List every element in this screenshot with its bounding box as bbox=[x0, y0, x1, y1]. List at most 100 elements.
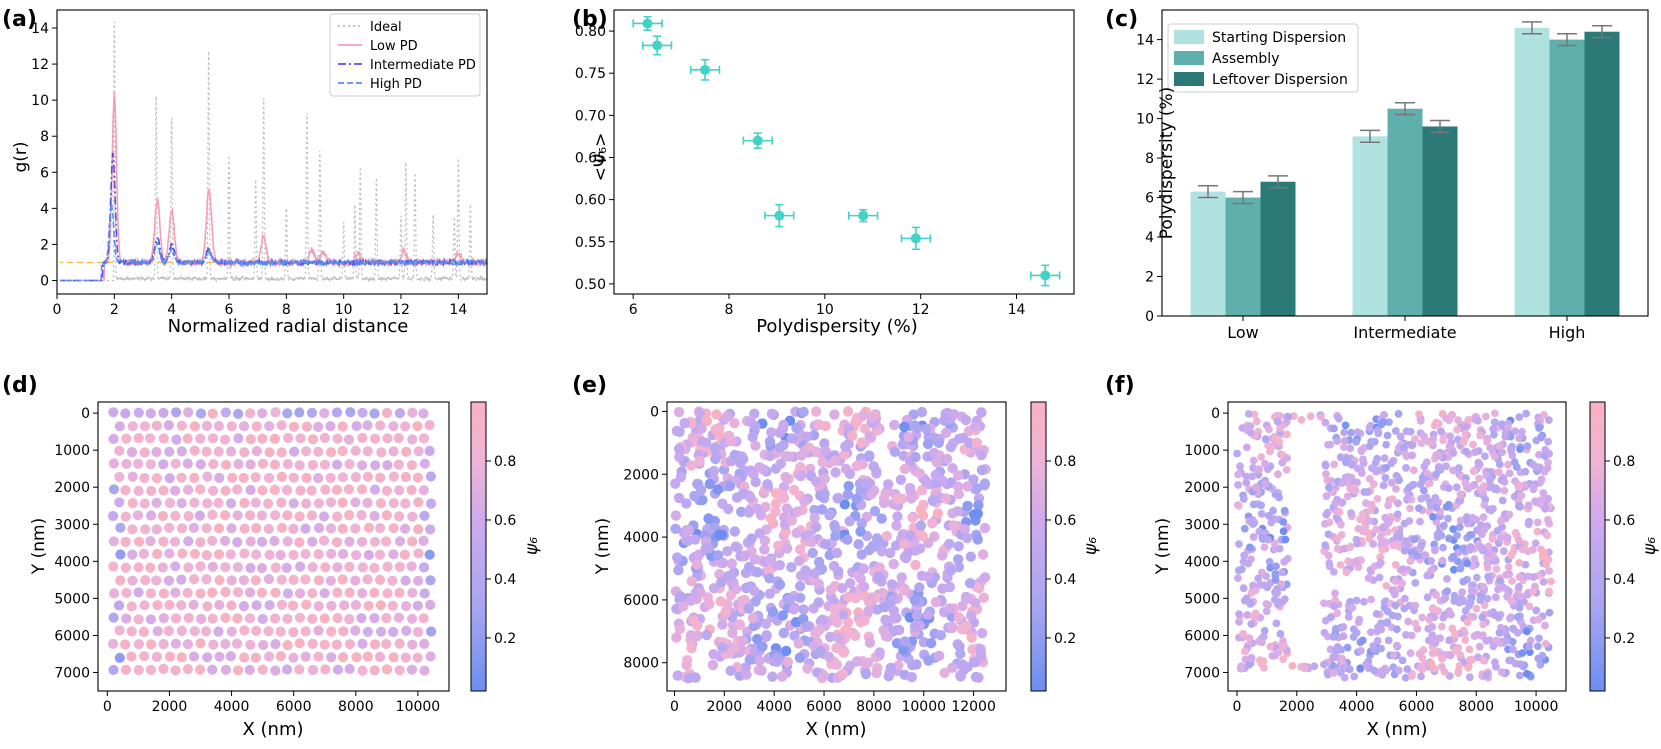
particle-e-607 bbox=[952, 639, 963, 650]
particle-d-64 bbox=[257, 433, 268, 444]
yaxis-a-ticklabel-0: 0 bbox=[40, 273, 49, 289]
particle-f-872 bbox=[1498, 523, 1506, 531]
particle-d-474 bbox=[182, 639, 193, 650]
particle-d-19 bbox=[345, 407, 356, 418]
particle-f-431 bbox=[1394, 499, 1402, 508]
particle-f-905 bbox=[1469, 467, 1478, 476]
particle-f-423 bbox=[1488, 483, 1497, 492]
colorbar-d-ticklabel-1: 0.4 bbox=[494, 572, 516, 588]
xaxis-d-ticklabel-4: 8000 bbox=[338, 699, 374, 715]
particle-d-420 bbox=[158, 613, 169, 624]
particle-f-1105 bbox=[1482, 636, 1491, 645]
particle-d-220 bbox=[256, 510, 267, 521]
particle-d-286 bbox=[115, 549, 126, 560]
particle-d-395 bbox=[176, 600, 187, 611]
particle-e-987 bbox=[730, 584, 742, 595]
particle-f-1107 bbox=[1466, 545, 1474, 554]
particle-d-189 bbox=[202, 498, 213, 509]
particle-e-50 bbox=[789, 630, 800, 641]
particle-e-1019 bbox=[681, 498, 692, 509]
particle-d-144 bbox=[288, 472, 299, 483]
particle-d-520 bbox=[108, 664, 119, 676]
particle-d-332 bbox=[357, 562, 368, 573]
yaxis-e-ticklabel-0: 0 bbox=[650, 404, 659, 420]
particle-f-1171 bbox=[1430, 664, 1439, 673]
particle-f-348 bbox=[1521, 560, 1530, 569]
particle-e-944 bbox=[855, 526, 866, 537]
chart-b-psi6-vs-pd: 6 8 10 12 140.500.550.600.650.700.750.80 bbox=[575, 9, 1075, 318]
yaxis-f-ticklabel-4: 4000 bbox=[1184, 554, 1220, 570]
particle-f-851 bbox=[1456, 564, 1465, 573]
particle-f-1117 bbox=[1476, 596, 1485, 605]
particle-f-1029 bbox=[1516, 660, 1525, 668]
particle-f-364 bbox=[1265, 557, 1274, 566]
particle-d-225 bbox=[319, 511, 330, 522]
particle-d-490 bbox=[381, 638, 392, 650]
particle-d-383 bbox=[344, 587, 355, 598]
particle-f-192 bbox=[1445, 672, 1454, 680]
particle-d-396 bbox=[188, 599, 199, 610]
particle-d-511 bbox=[326, 652, 337, 663]
particle-e-757 bbox=[948, 520, 960, 531]
particle-e-674 bbox=[781, 503, 793, 514]
particle-f-758 bbox=[1372, 610, 1381, 618]
yaxis-a-ticklabel-5: 10 bbox=[31, 93, 49, 109]
particle-e-828 bbox=[673, 443, 685, 455]
particle-f-1098 bbox=[1427, 636, 1436, 645]
ylabel-b: <Ψ₆> bbox=[591, 133, 611, 182]
particle-d-529 bbox=[220, 664, 231, 675]
particle-f-1120 bbox=[1465, 645, 1474, 654]
particle-f-1135 bbox=[1369, 642, 1378, 650]
particle-d-125 bbox=[370, 460, 381, 471]
particle-e-788 bbox=[747, 431, 758, 443]
particle-f-1279 bbox=[1283, 454, 1291, 462]
series-line-ideal bbox=[60, 21, 488, 284]
particle-f-1296 bbox=[1454, 667, 1463, 675]
particle-d-165 bbox=[220, 485, 231, 496]
particle-e-894 bbox=[866, 412, 878, 424]
particle-f-926 bbox=[1490, 430, 1498, 439]
particle-d-121 bbox=[319, 459, 331, 470]
particle-d-525 bbox=[170, 665, 181, 676]
particle-d-516 bbox=[388, 652, 399, 663]
particle-f-511 bbox=[1249, 533, 1258, 541]
particle-e-697 bbox=[859, 423, 871, 434]
particle-e-202 bbox=[778, 481, 790, 493]
particle-e-916 bbox=[695, 484, 707, 496]
particle-e-471 bbox=[714, 430, 725, 441]
yaxis-d-ticklabel-4: 4000 bbox=[54, 554, 90, 570]
particle-f-598 bbox=[1507, 656, 1516, 665]
particle-f-1126 bbox=[1385, 518, 1393, 527]
particle-f-811 bbox=[1515, 559, 1524, 567]
particle-d-33 bbox=[201, 420, 213, 431]
particle-e-977 bbox=[911, 422, 923, 434]
panel-label-f: (f) bbox=[1105, 373, 1135, 398]
xaxis-e-ticklabel-2: 4000 bbox=[756, 699, 792, 715]
particle-d-380 bbox=[307, 588, 318, 599]
particle-d-143 bbox=[276, 471, 287, 482]
legend-swatch-c-2 bbox=[1174, 72, 1204, 86]
xaxis-b-ticklabel-4: 14 bbox=[1008, 302, 1026, 318]
particle-e-438 bbox=[778, 627, 789, 639]
particle-f-1027 bbox=[1459, 544, 1467, 553]
particle-d-313 bbox=[120, 562, 131, 573]
particle-d-300 bbox=[288, 549, 299, 561]
particle-f-1014 bbox=[1411, 619, 1420, 628]
particle-e-41 bbox=[767, 671, 778, 682]
particle-d-13 bbox=[270, 407, 281, 418]
particle-d-376 bbox=[256, 587, 267, 598]
particle-e-860 bbox=[891, 638, 903, 649]
particle-f-365 bbox=[1282, 580, 1291, 589]
particle-e-65 bbox=[889, 419, 900, 431]
particle-d-36 bbox=[238, 421, 250, 432]
particle-d-188 bbox=[189, 497, 200, 508]
particle-e-861 bbox=[743, 561, 755, 573]
particle-d-401 bbox=[251, 600, 262, 611]
particle-e-760 bbox=[884, 547, 896, 559]
particle-f-265 bbox=[1544, 494, 1552, 503]
particle-f-382 bbox=[1398, 656, 1407, 665]
particle-e-446 bbox=[927, 518, 938, 529]
particle-f-697 bbox=[1415, 410, 1423, 419]
yaxis-c-ticklabel-4: 8 bbox=[1145, 151, 1154, 167]
